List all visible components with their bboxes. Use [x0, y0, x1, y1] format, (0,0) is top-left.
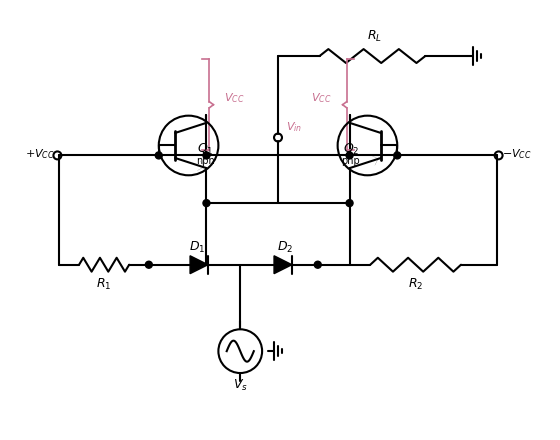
Text: $D_2$: $D_2$: [277, 240, 293, 255]
Circle shape: [203, 200, 210, 207]
Text: $V_{CC}$: $V_{CC}$: [311, 92, 332, 105]
Circle shape: [346, 152, 353, 159]
Text: $Q_1$: $Q_1$: [197, 142, 213, 157]
Text: $V_{in}$: $V_{in}$: [286, 120, 302, 134]
Text: $V_s$: $V_s$: [233, 378, 248, 392]
Circle shape: [394, 152, 401, 159]
Circle shape: [314, 261, 321, 268]
Circle shape: [155, 152, 162, 159]
Text: $+V_{CC}$: $+V_{CC}$: [25, 147, 54, 161]
Polygon shape: [274, 256, 292, 274]
Text: $-V_{CC}$: $-V_{CC}$: [502, 147, 531, 161]
Text: $V_{CC}$: $V_{CC}$: [225, 92, 245, 105]
Text: pnp: pnp: [340, 156, 360, 166]
Text: $D_1$: $D_1$: [189, 240, 205, 255]
Text: $R_L$: $R_L$: [367, 29, 382, 44]
Text: npn: npn: [197, 156, 215, 166]
Text: $R_2$: $R_2$: [408, 277, 423, 292]
Text: $Q_2$: $Q_2$: [343, 142, 360, 157]
Polygon shape: [190, 256, 208, 274]
Circle shape: [146, 261, 152, 268]
Circle shape: [203, 152, 210, 159]
Text: $R_1$: $R_1$: [96, 277, 112, 292]
Circle shape: [346, 200, 353, 207]
